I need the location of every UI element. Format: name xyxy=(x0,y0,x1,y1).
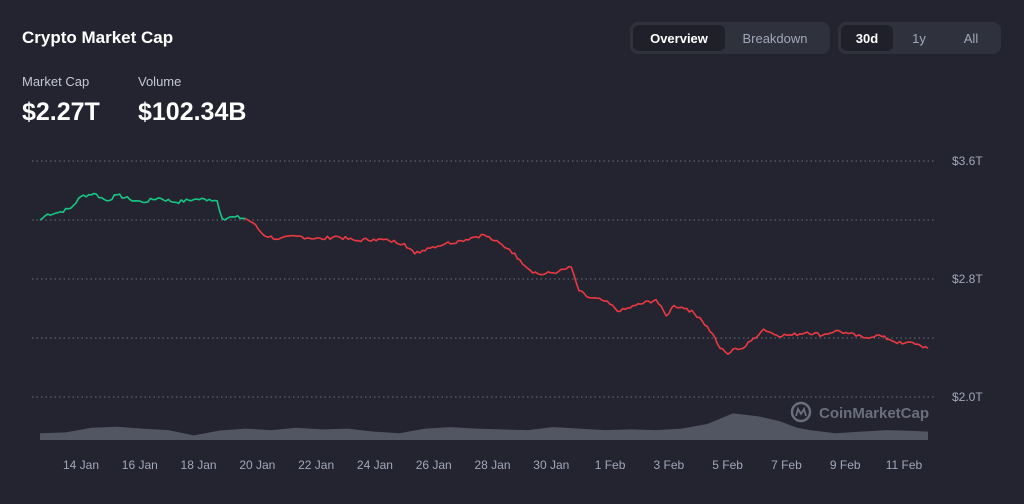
volume-value: $102.34B xyxy=(138,98,247,126)
chart-title: Crypto Market Cap xyxy=(22,28,174,47)
x-tick-label: 20 Jan xyxy=(239,458,275,472)
x-tick-label: 28 Jan xyxy=(474,458,510,472)
range-all-button[interactable]: All xyxy=(963,30,979,46)
x-tick-label: 1 Feb xyxy=(595,458,626,472)
market-cap-label: Market Cap xyxy=(22,74,90,89)
x-tick-label: 11 Feb xyxy=(886,458,923,472)
y-tick-label: $3.6T xyxy=(952,154,983,168)
market-cap-stat: Market Cap $2.27T xyxy=(22,74,100,127)
volume-label: Volume xyxy=(138,74,182,89)
watermark: CoinMarketCap xyxy=(790,401,929,423)
volume-bars xyxy=(40,413,928,440)
market-cap-value: $2.27T xyxy=(22,98,100,126)
watermark-text: CoinMarketCap xyxy=(819,405,929,422)
volume-area xyxy=(40,413,928,440)
volume-stat: Volume $102.34B xyxy=(138,74,246,127)
range-1y-button[interactable]: 1y xyxy=(912,30,926,46)
x-tick-label: 30 Jan xyxy=(533,458,569,472)
x-tick-label: 14 Jan xyxy=(63,458,99,472)
y-axis: $3.6T $2.8T $2.0T xyxy=(952,154,983,404)
range-30d-button[interactable]: 30d xyxy=(841,25,893,51)
y-tick-label: $2.0T xyxy=(952,390,983,404)
x-tick-label: 24 Jan xyxy=(357,458,393,472)
grid xyxy=(32,160,934,398)
view-toggle: Overview Breakdown xyxy=(630,22,830,54)
tab-overview[interactable]: Overview xyxy=(633,25,725,51)
x-tick-label: 7 Feb xyxy=(771,458,802,472)
x-tick-label: 9 Feb xyxy=(830,458,861,472)
x-tick-label: 5 Feb xyxy=(712,458,743,472)
coinmarketcap-logo-icon xyxy=(790,401,812,423)
x-axis: 14 Jan 16 Jan 18 Jan 20 Jan 22 Jan 24 Jan 26 J… xyxy=(63,458,923,472)
range-toggle: 30d 1y All xyxy=(838,22,1001,54)
price-line-down xyxy=(244,217,929,355)
x-tick-label: 18 Jan xyxy=(181,458,217,472)
y-tick-label: $2.8T xyxy=(952,272,983,286)
x-tick-label: 22 Jan xyxy=(298,458,334,472)
x-tick-label: 16 Jan xyxy=(122,458,158,472)
price-line-up xyxy=(39,192,246,221)
price-line xyxy=(39,192,929,355)
tab-breakdown[interactable]: Breakdown xyxy=(742,30,808,46)
x-tick-label: 3 Feb xyxy=(654,458,685,472)
x-tick-label: 26 Jan xyxy=(416,458,452,472)
